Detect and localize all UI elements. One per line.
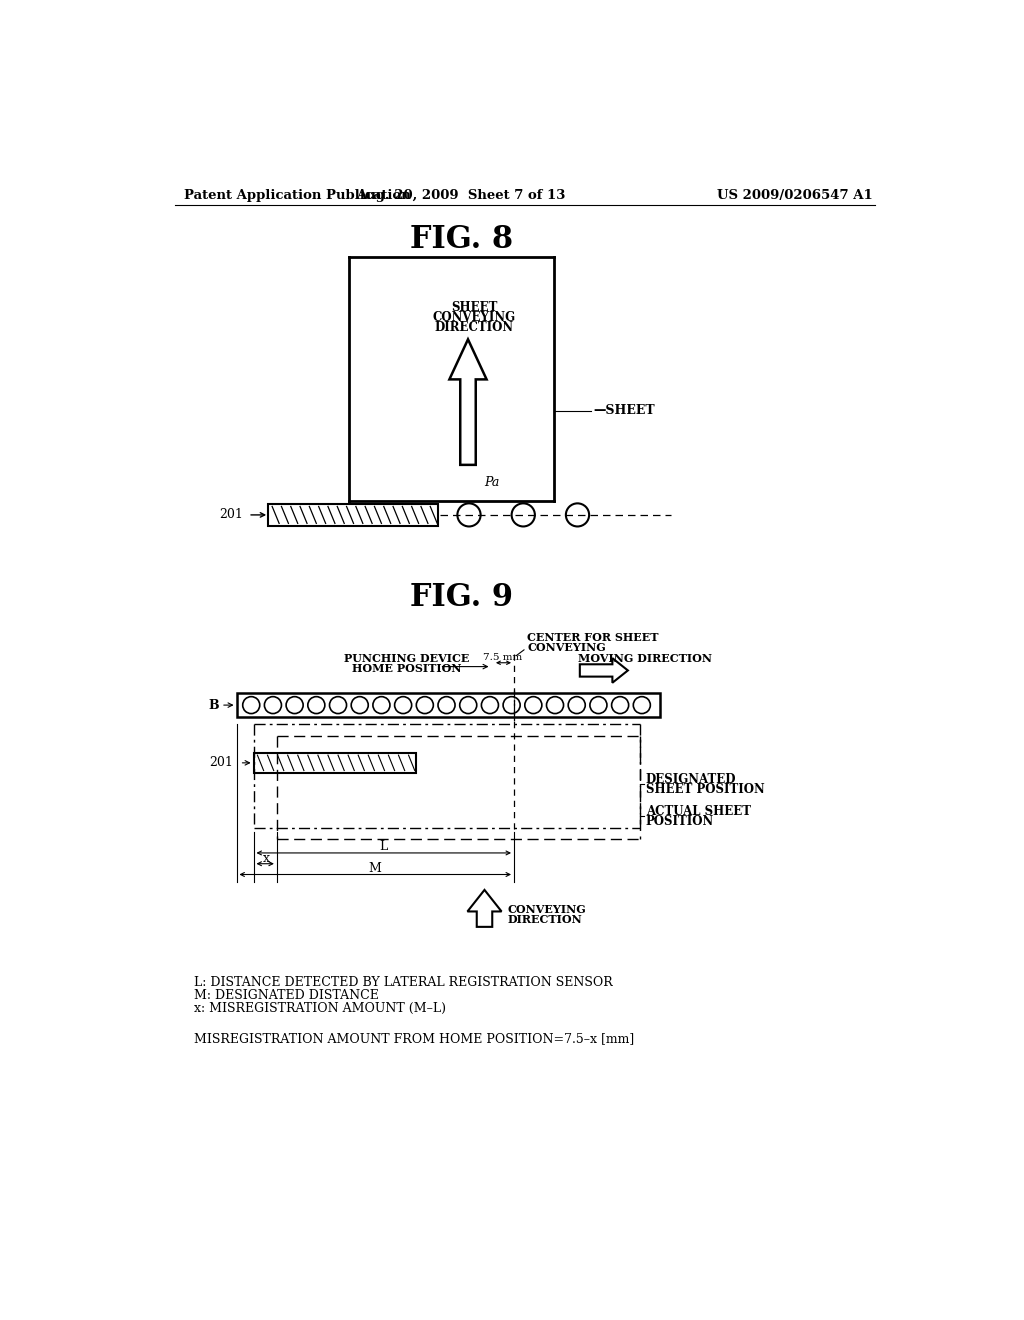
Bar — [267, 504, 438, 525]
Text: CONVEYING: CONVEYING — [432, 310, 516, 323]
Circle shape — [264, 697, 282, 714]
Polygon shape — [450, 339, 486, 465]
Circle shape — [566, 503, 589, 527]
Bar — [254, 752, 417, 774]
Text: —SHEET: —SHEET — [593, 404, 654, 417]
Text: L: DISTANCE DETECTED BY LATERAL REGISTRATION SENSOR: L: DISTANCE DETECTED BY LATERAL REGISTRA… — [194, 975, 612, 989]
Circle shape — [503, 697, 520, 714]
Text: SHEET: SHEET — [451, 301, 498, 314]
Circle shape — [481, 697, 499, 714]
Text: x: x — [263, 851, 270, 865]
Text: DESIGNATED: DESIGNATED — [646, 774, 736, 787]
Circle shape — [308, 697, 325, 714]
Circle shape — [243, 697, 260, 714]
Bar — [237, 693, 659, 718]
Text: 201: 201 — [219, 508, 243, 521]
Circle shape — [633, 697, 650, 714]
Circle shape — [512, 503, 535, 527]
Circle shape — [438, 697, 455, 714]
Text: 201: 201 — [210, 756, 233, 770]
Text: MISREGISTRATION AMOUNT FROM HOME POSITION=7.5–x [mm]: MISREGISTRATION AMOUNT FROM HOME POSITIO… — [194, 1032, 634, 1045]
Text: HOME POSITION: HOME POSITION — [352, 664, 462, 675]
Text: x: MISREGISTRATION AMOUNT (M–L): x: MISREGISTRATION AMOUNT (M–L) — [194, 1002, 445, 1015]
Text: Pa: Pa — [484, 477, 500, 490]
Circle shape — [330, 697, 346, 714]
Circle shape — [547, 697, 563, 714]
Circle shape — [525, 697, 542, 714]
Text: DIRECTION: DIRECTION — [434, 321, 514, 334]
Text: M: DESIGNATED DISTANCE: M: DESIGNATED DISTANCE — [194, 989, 379, 1002]
Text: B: B — [209, 698, 219, 711]
Text: MOVING DIRECTION: MOVING DIRECTION — [578, 653, 712, 664]
Text: PUNCHING DEVICE: PUNCHING DEVICE — [344, 653, 470, 664]
Circle shape — [590, 697, 607, 714]
Text: Aug. 20, 2009  Sheet 7 of 13: Aug. 20, 2009 Sheet 7 of 13 — [356, 189, 566, 202]
Circle shape — [394, 697, 412, 714]
Text: US 2009/0206547 A1: US 2009/0206547 A1 — [717, 189, 872, 202]
Text: CONVEYING: CONVEYING — [527, 642, 606, 653]
Circle shape — [611, 697, 629, 714]
Text: ACTUAL SHEET: ACTUAL SHEET — [646, 805, 751, 818]
Polygon shape — [580, 659, 628, 682]
Circle shape — [373, 697, 390, 714]
Text: FIG. 8: FIG. 8 — [410, 224, 513, 255]
Circle shape — [417, 697, 433, 714]
Text: DIRECTION: DIRECTION — [508, 915, 583, 925]
Circle shape — [351, 697, 369, 714]
Text: POSITION: POSITION — [646, 814, 714, 828]
Circle shape — [460, 697, 477, 714]
Text: L: L — [380, 841, 388, 853]
Circle shape — [458, 503, 480, 527]
Circle shape — [286, 697, 303, 714]
Text: M: M — [369, 862, 382, 875]
Circle shape — [568, 697, 586, 714]
Text: 7.5 mm: 7.5 mm — [483, 653, 522, 661]
Text: CENTER FOR SHEET: CENTER FOR SHEET — [527, 632, 658, 643]
Text: CONVEYING: CONVEYING — [508, 904, 587, 915]
Text: Patent Application Publication: Patent Application Publication — [183, 189, 411, 202]
Text: SHEET POSITION: SHEET POSITION — [646, 783, 765, 796]
Polygon shape — [467, 890, 502, 927]
Text: FIG. 9: FIG. 9 — [410, 582, 513, 612]
